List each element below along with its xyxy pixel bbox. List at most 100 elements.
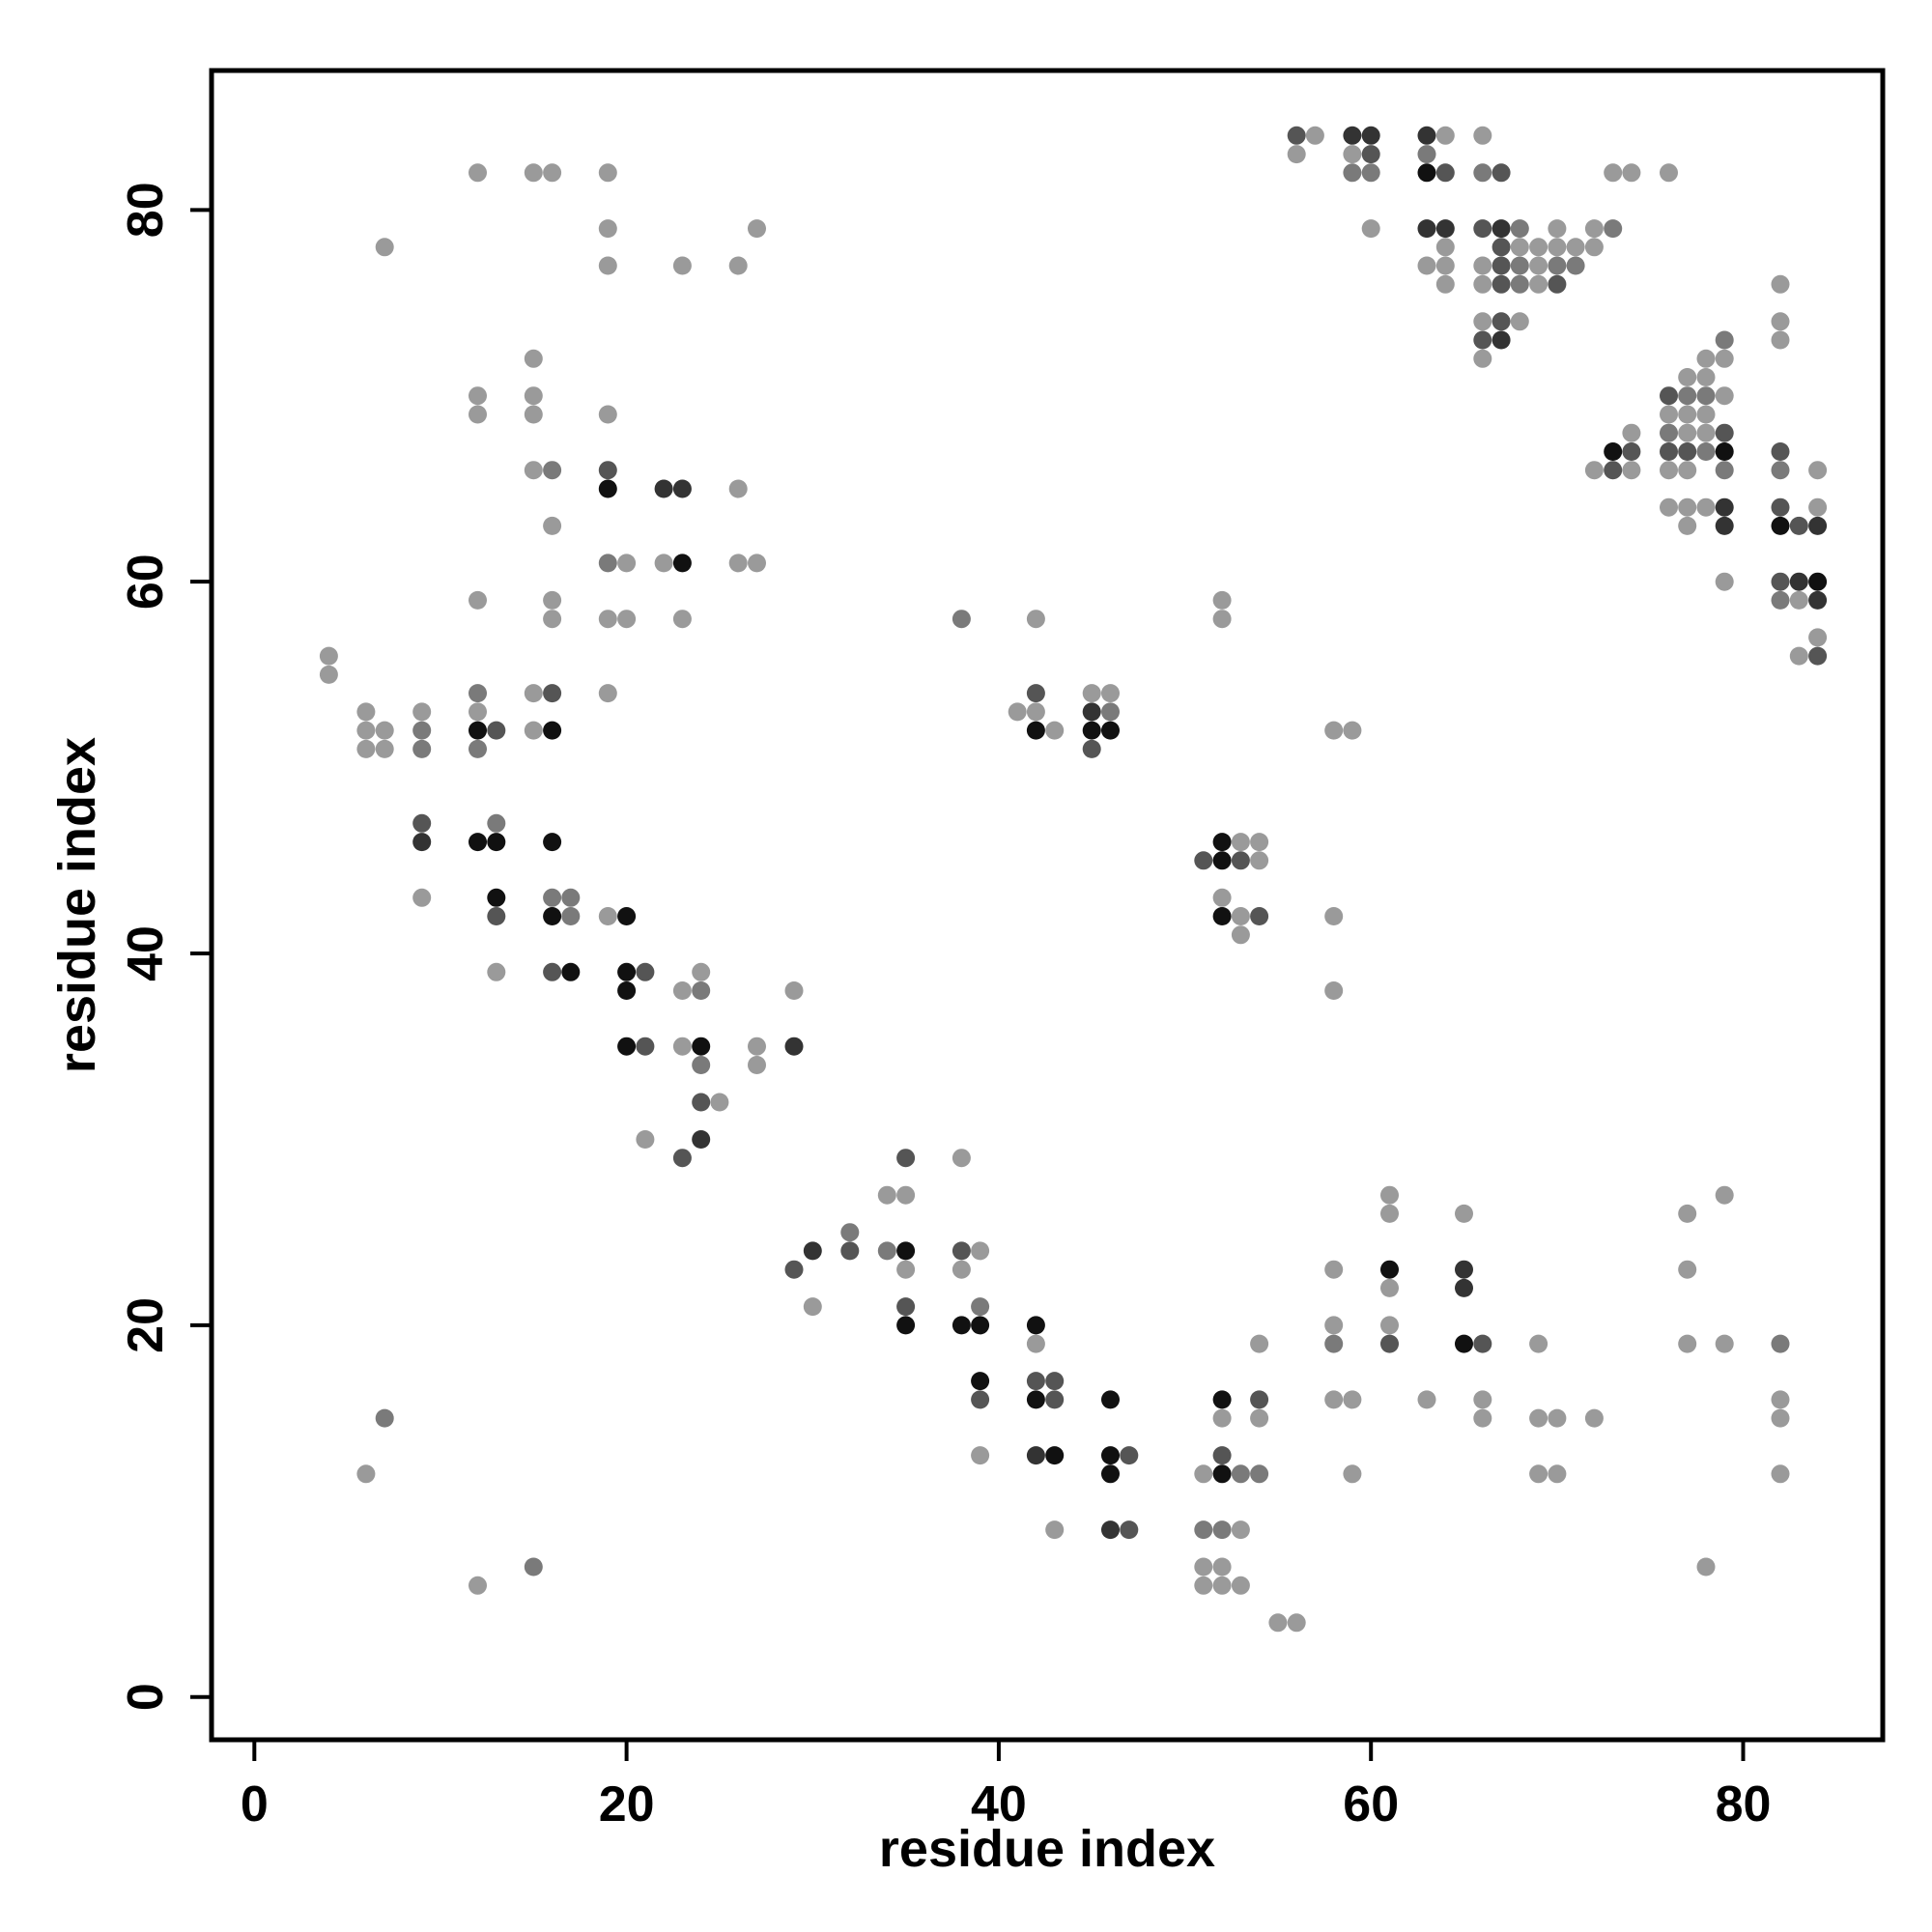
data-point	[543, 888, 562, 907]
data-point	[1566, 238, 1585, 257]
data-point	[1473, 330, 1492, 350]
data-point	[487, 833, 506, 852]
data-point	[1212, 907, 1232, 925]
data-point	[1808, 461, 1828, 480]
data-point	[1566, 256, 1585, 275]
data-point	[1380, 1278, 1399, 1297]
data-point	[617, 554, 637, 573]
data-point	[524, 349, 543, 368]
data-point	[1660, 386, 1678, 406]
data-point	[1622, 423, 1641, 442]
data-point	[1473, 163, 1492, 183]
data-point	[636, 962, 655, 981]
data-point	[1678, 1334, 1697, 1353]
data-point	[784, 1037, 804, 1056]
data-point	[469, 386, 487, 406]
data-point	[1678, 497, 1697, 517]
data-point	[840, 1223, 860, 1242]
data-point	[469, 702, 487, 722]
data-point	[1696, 368, 1716, 386]
data-point	[672, 479, 692, 498]
data-point	[692, 1130, 711, 1149]
data-point	[1231, 851, 1250, 870]
data-point	[1492, 312, 1511, 331]
data-point	[1212, 1446, 1232, 1465]
data-point	[1045, 1372, 1065, 1391]
data-point	[1287, 126, 1306, 145]
data-point	[1231, 907, 1250, 925]
data-point	[598, 256, 617, 275]
data-point	[356, 702, 376, 722]
data-point	[1696, 405, 1716, 424]
data-point	[1324, 907, 1344, 925]
data-point	[952, 610, 971, 629]
data-point	[1343, 163, 1362, 183]
data-point	[1194, 1520, 1213, 1540]
data-point	[1250, 1390, 1269, 1409]
data-point	[469, 684, 487, 703]
data-point	[748, 1056, 766, 1074]
x-tick-label: 80	[1716, 1776, 1772, 1833]
data-point	[1771, 1464, 1790, 1484]
data-point	[1287, 1613, 1306, 1633]
data-point	[1715, 572, 1734, 591]
data-point	[1435, 219, 1455, 239]
data-point	[1771, 442, 1790, 461]
data-point	[1268, 1613, 1288, 1633]
data-point	[1529, 1408, 1548, 1428]
data-point	[469, 721, 487, 740]
data-point	[1660, 442, 1678, 461]
data-point	[1324, 1260, 1344, 1279]
data-point	[543, 610, 562, 629]
data-point	[1417, 145, 1436, 164]
data-point	[1604, 163, 1623, 183]
data-point	[654, 554, 673, 573]
data-point	[636, 1130, 655, 1149]
data-point	[543, 590, 562, 610]
data-point	[1417, 163, 1436, 183]
data-point	[692, 1056, 711, 1074]
data-point	[543, 516, 562, 535]
data-point	[1808, 646, 1828, 666]
data-point	[469, 163, 487, 183]
data-point	[598, 405, 617, 424]
data-point	[1604, 442, 1623, 461]
data-point	[1361, 219, 1380, 239]
y-tick-label: 80	[118, 182, 174, 238]
data-point	[1808, 497, 1828, 517]
data-point	[469, 405, 487, 424]
data-point	[1101, 684, 1120, 703]
y-tick-label: 20	[118, 1297, 174, 1353]
data-point	[1715, 1185, 1734, 1205]
data-point	[877, 1185, 896, 1205]
data-point	[896, 1149, 916, 1168]
data-point	[1045, 1520, 1065, 1540]
data-point	[1510, 238, 1529, 257]
data-point	[1696, 497, 1716, 517]
data-point	[1380, 1316, 1399, 1335]
data-point	[1120, 1446, 1139, 1465]
data-point	[1231, 925, 1250, 945]
data-point	[971, 1316, 990, 1335]
data-point	[1510, 274, 1529, 294]
data-point	[1789, 590, 1808, 610]
data-point	[1622, 163, 1641, 183]
data-point	[692, 962, 711, 981]
data-point	[1045, 1390, 1065, 1409]
data-point	[710, 1093, 729, 1112]
data-point	[1082, 702, 1101, 722]
x-tick-label: 60	[1343, 1776, 1399, 1833]
data-point	[1101, 1464, 1120, 1484]
data-point	[598, 907, 617, 925]
data-point	[319, 646, 338, 666]
data-point	[543, 461, 562, 480]
data-point	[598, 684, 617, 703]
data-point	[1250, 851, 1269, 870]
data-point	[1492, 256, 1511, 275]
data-point	[1212, 1464, 1232, 1484]
points-layer	[319, 126, 1828, 1633]
data-point	[1473, 1390, 1492, 1409]
data-point	[1473, 219, 1492, 239]
data-point	[654, 479, 673, 498]
data-point	[1678, 405, 1697, 424]
